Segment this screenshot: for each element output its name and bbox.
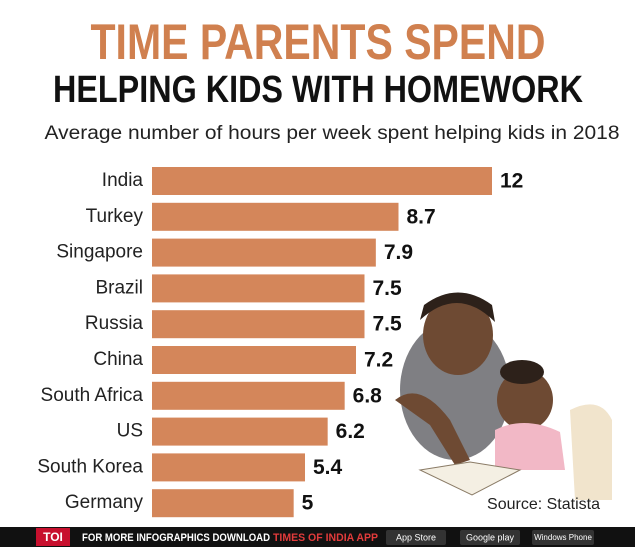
- value-label: 5.4: [313, 456, 343, 479]
- bar: [152, 381, 345, 410]
- badge[interactable]: [460, 530, 520, 545]
- bar: [152, 417, 328, 446]
- value-label: 5: [302, 492, 314, 515]
- category-label: Brazil: [95, 277, 143, 298]
- value-label: 12: [500, 170, 523, 193]
- chart-title-line2: HELPING KIDS WITH HOMEWORK: [53, 69, 583, 111]
- badge[interactable]: [386, 530, 446, 545]
- value-label: 6.8: [353, 384, 383, 407]
- illustration: [395, 292, 612, 500]
- logo: TOI: [43, 530, 63, 544]
- chart-title: TIME PARENTS SPEND: [91, 14, 546, 70]
- value-label: 7.2: [364, 349, 393, 372]
- category-label: South Korea: [37, 456, 143, 477]
- badge-label[interactable]: Google play: [466, 532, 515, 542]
- category-label: Turkey: [86, 206, 144, 227]
- badge-label[interactable]: App Store: [396, 532, 436, 542]
- bar: [152, 238, 376, 267]
- value-label: 7.5: [373, 277, 403, 300]
- category-label: US: [117, 421, 143, 442]
- bar: [152, 489, 294, 518]
- category-label: India: [102, 170, 144, 191]
- badge[interactable]: [532, 530, 594, 545]
- badge-label[interactable]: Windows Phone: [534, 533, 592, 542]
- category-label: South Africa: [41, 385, 144, 406]
- chart-subtitle: Average number of hours per week spent h…: [45, 123, 620, 144]
- value-label: 8.7: [407, 205, 436, 228]
- value-label: 7.9: [384, 241, 413, 264]
- source: Source: Statista: [487, 496, 600, 513]
- bar: [152, 346, 356, 374]
- value-label: 7.5: [373, 313, 403, 336]
- bar: [152, 274, 365, 303]
- footer-text: FOR MORE INFOGRAPHICS DOWNLOAD: [82, 532, 270, 544]
- bar: [152, 167, 492, 195]
- bar: [152, 310, 365, 339]
- value-label: 6.2: [336, 420, 365, 443]
- logo-box: [36, 528, 70, 546]
- category-label: Singapore: [56, 242, 143, 263]
- category-label: Russia: [85, 313, 144, 334]
- footer-app: TIMES OF INDIA APP: [273, 532, 378, 544]
- category-label: China: [93, 349, 143, 370]
- bar: [152, 453, 305, 482]
- bar: [152, 202, 399, 231]
- category-label: Germany: [65, 492, 144, 513]
